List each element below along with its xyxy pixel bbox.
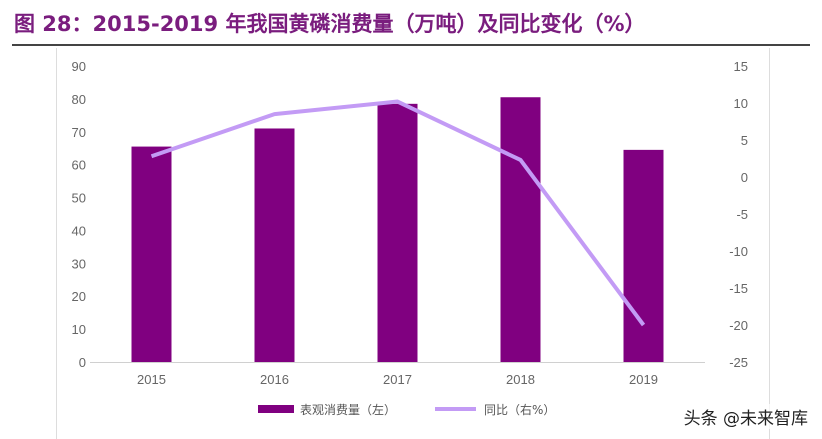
bar xyxy=(377,103,418,363)
left-tick-label: 30 xyxy=(72,256,86,271)
chart-frame xyxy=(56,48,770,439)
x-tick-label: 2017 xyxy=(383,372,412,387)
bar xyxy=(623,149,664,362)
left-tick-label: 10 xyxy=(72,322,86,337)
x-tick-label: 2015 xyxy=(137,372,166,387)
x-tick-label: 2016 xyxy=(260,372,289,387)
x-tick-label: 2018 xyxy=(506,372,535,387)
right-tick-label: -10 xyxy=(729,244,748,259)
left-tick-label: 70 xyxy=(72,125,86,140)
left-tick-label: 80 xyxy=(72,92,86,107)
legend-bar-swatch xyxy=(258,405,294,413)
right-tick-label: -15 xyxy=(729,281,748,296)
left-tick-label: 90 xyxy=(72,59,86,74)
right-tick-label: -25 xyxy=(729,355,748,370)
left-tick-label: 40 xyxy=(72,223,86,238)
bar xyxy=(254,128,295,362)
right-tick-label: -20 xyxy=(729,318,748,333)
chart-title: 图 28：2015-2019 年我国黄磷消费量（万吨）及同比变化（%） xyxy=(14,12,646,36)
left-tick-label: 0 xyxy=(79,355,86,370)
watermark: 头条 @未来智库 xyxy=(683,404,808,429)
right-tick-label: 5 xyxy=(741,133,748,148)
left-tick-label: 20 xyxy=(72,289,86,304)
right-tick-label: -5 xyxy=(736,207,748,222)
left-tick-label: 50 xyxy=(72,191,86,206)
x-tick-label: 2019 xyxy=(629,372,658,387)
right-tick-label: 10 xyxy=(734,96,748,111)
legend-bar-label: 表观消费量（左） xyxy=(300,402,396,417)
bar xyxy=(500,97,541,362)
title-divider xyxy=(12,44,810,46)
legend-line-label: 同比（右%） xyxy=(484,402,555,417)
left-tick-label: 60 xyxy=(72,158,86,173)
right-tick-label: 0 xyxy=(741,170,748,185)
right-tick-label: 15 xyxy=(734,59,748,74)
bar xyxy=(131,146,172,362)
